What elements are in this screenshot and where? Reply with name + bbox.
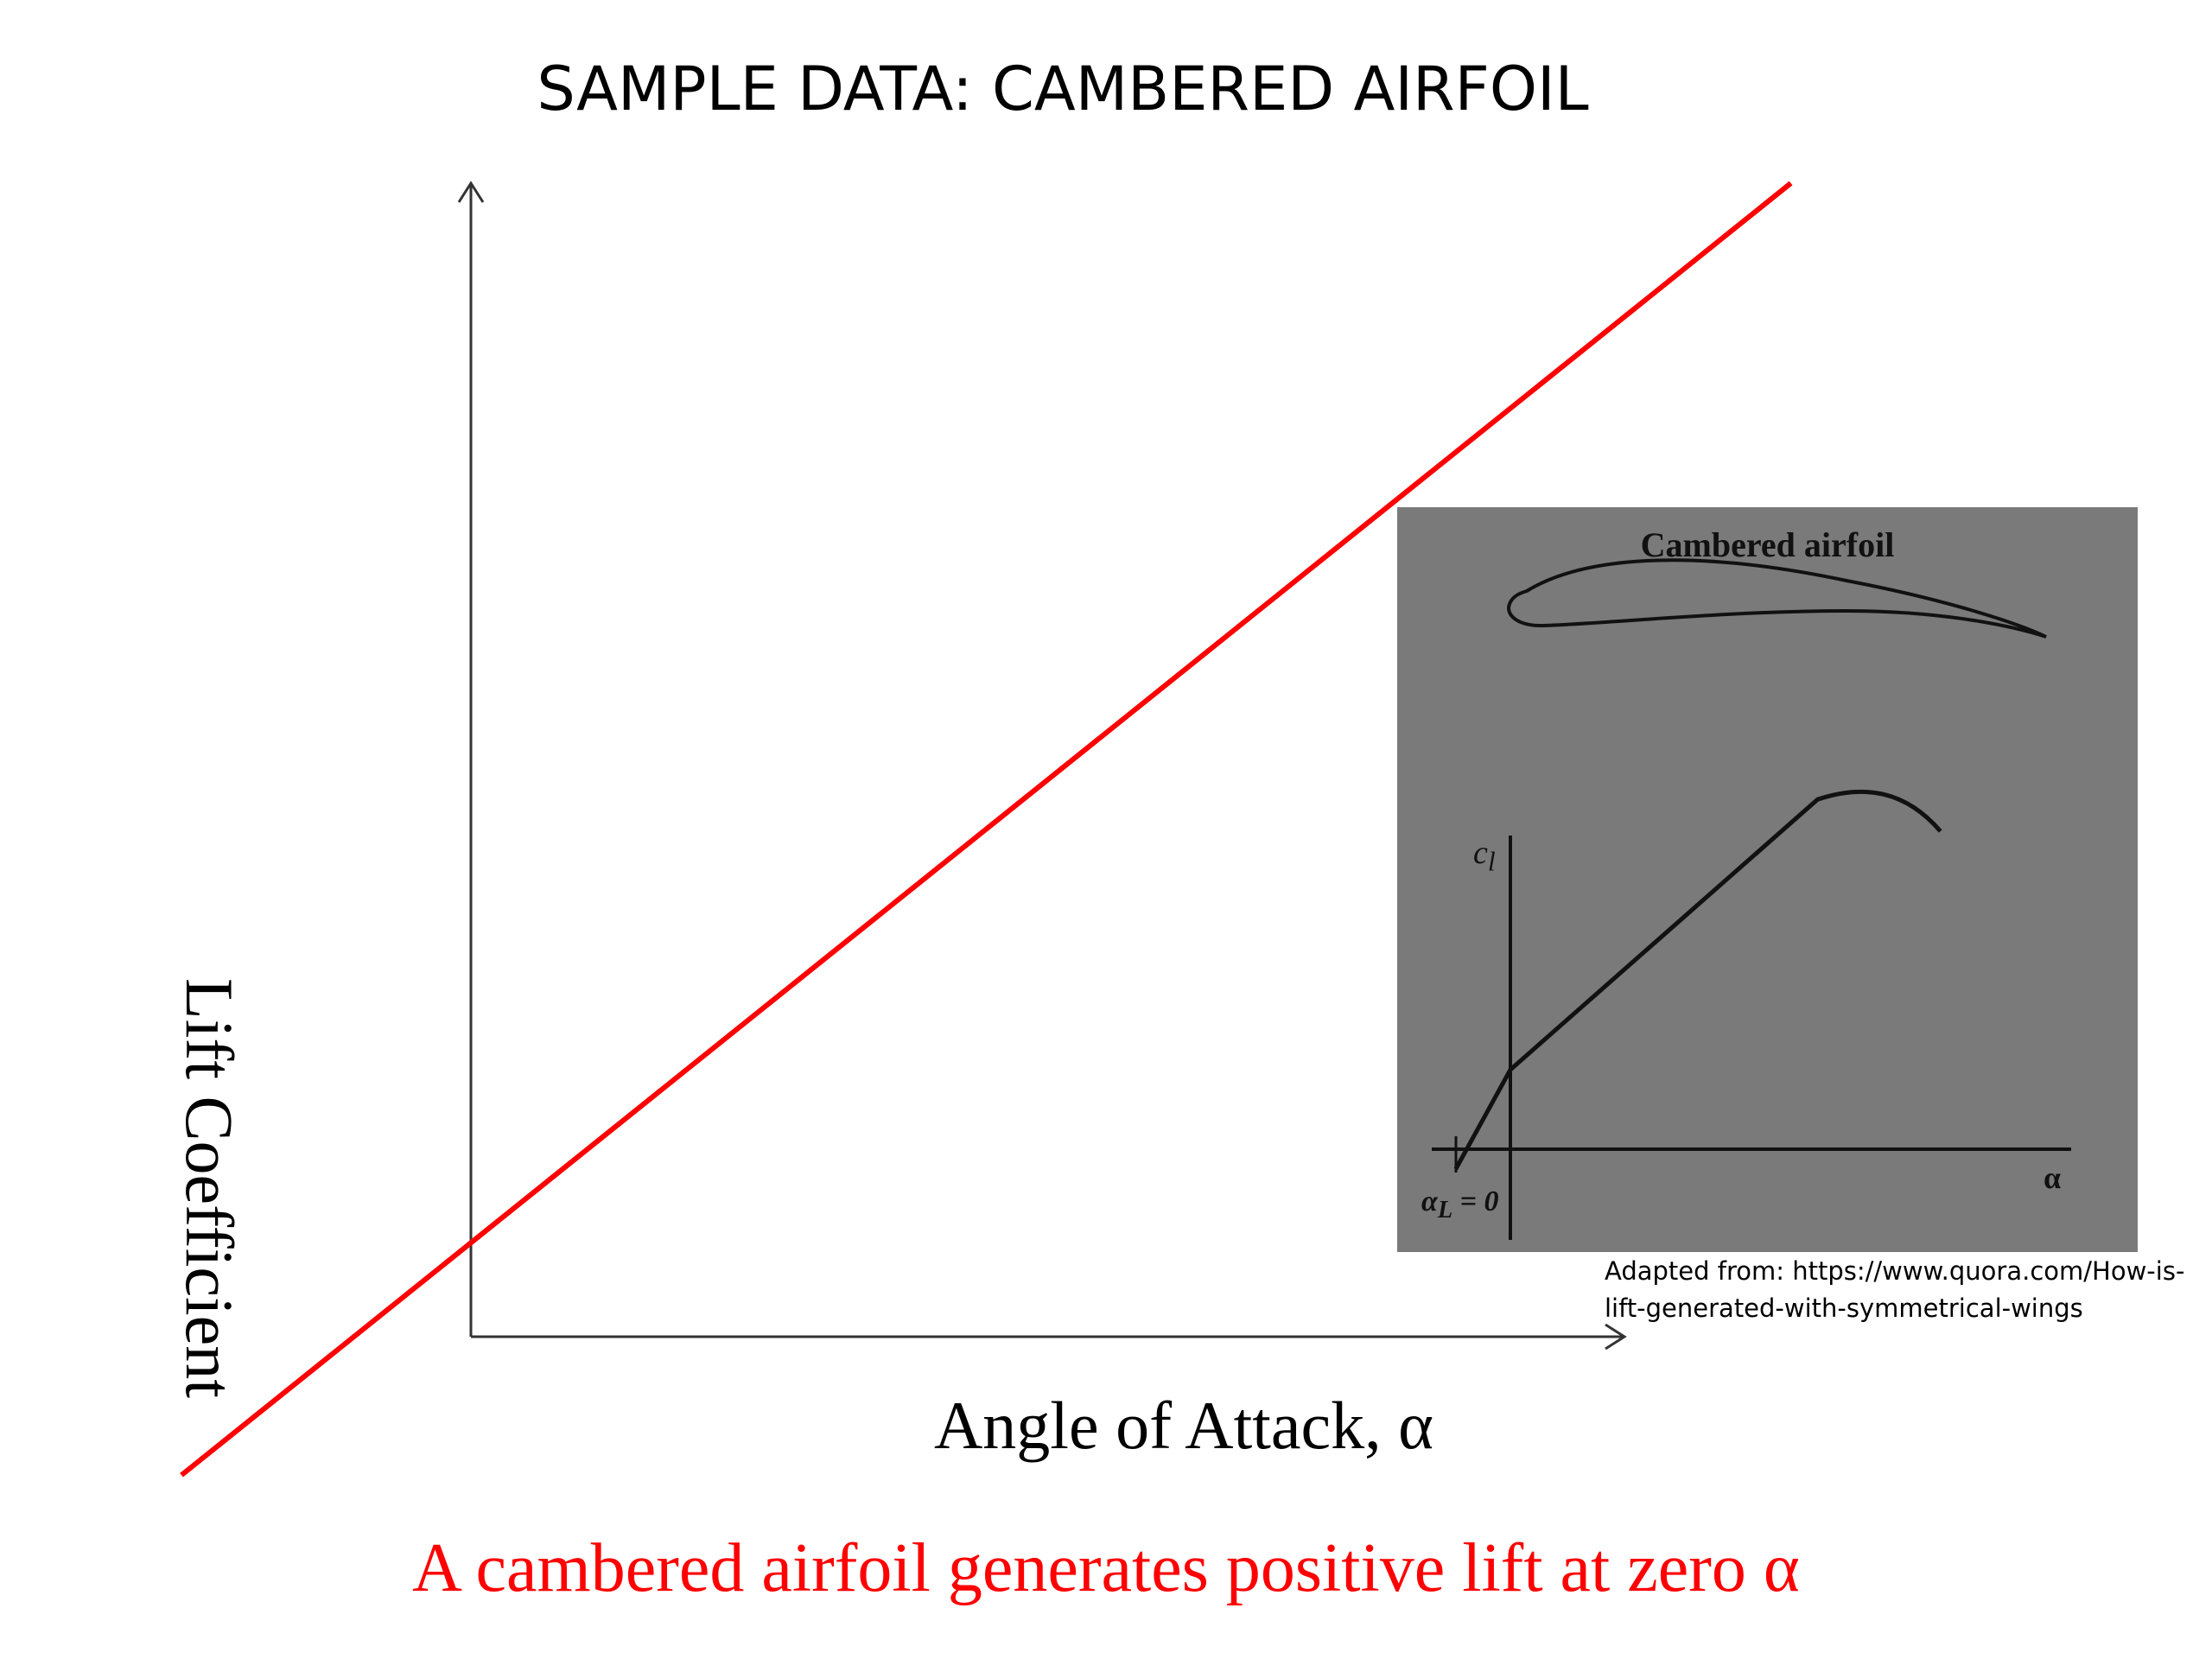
y-axis bbox=[457, 181, 485, 1337]
airfoil-shape bbox=[1507, 558, 2047, 639]
x-axis-label: Angle of Attack, α bbox=[933, 1388, 1434, 1463]
inset-y-label-sub: l bbox=[1487, 846, 1496, 877]
inset-title: Cambered airfoil bbox=[1640, 525, 1895, 564]
series-group bbox=[180, 181, 1793, 1478]
caption: A cambered airfoil generates positive li… bbox=[412, 1530, 1800, 1606]
inset-zero-lift-eq: = 0 bbox=[1452, 1185, 1499, 1217]
chart-title: SAMPLE DATA: CAMBERED AIRFOIL bbox=[537, 54, 1589, 124]
inset-figure: Cambered airfoil cl α αL = 0 bbox=[1397, 507, 2138, 1252]
y-axis-label: Lift Coefficient bbox=[172, 978, 247, 1398]
x-axis bbox=[471, 1323, 1627, 1351]
x-axis-arrow bbox=[1605, 1323, 1627, 1351]
inset-zero-lift-alpha: α bbox=[1421, 1185, 1438, 1217]
inset-series-group bbox=[1453, 789, 1942, 1171]
inset-y-label-main: c bbox=[1473, 835, 1488, 871]
y-axis-arrow bbox=[457, 181, 485, 203]
inset-y-label: cl bbox=[1473, 834, 1496, 878]
inset-zero-lift-sub: L bbox=[1437, 1196, 1453, 1224]
source-attribution: Adapted from: https://www.quora.com/How-… bbox=[1605, 1256, 2185, 1323]
lift-line bbox=[180, 181, 1793, 1478]
inset-svg bbox=[1432, 558, 2071, 1240]
inset-cl-curve bbox=[1453, 789, 1942, 1171]
inset-zero-lift-label: αL = 0 bbox=[1421, 1185, 1499, 1224]
inset-x-label: α bbox=[2044, 1160, 2062, 1195]
